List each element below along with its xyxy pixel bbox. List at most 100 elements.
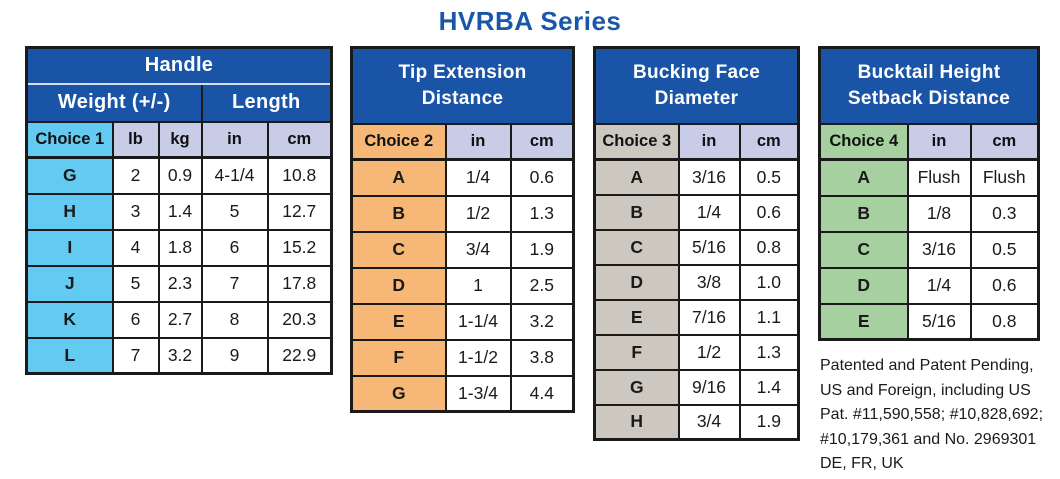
handle-table: Handle Weight (+/-) Length Choice 1 lb k… xyxy=(25,46,333,375)
table-row: D 1/4 0.6 xyxy=(818,266,1040,305)
choice-cell: B xyxy=(350,194,447,233)
choice-cell: I xyxy=(25,228,114,267)
choice4-header: Choice 4 xyxy=(818,122,909,161)
value-cell: 7 xyxy=(200,264,269,303)
choice-cell: E xyxy=(818,302,909,341)
value-cell: 5 xyxy=(200,192,269,231)
unit-header-lb: lb xyxy=(111,120,160,159)
value-cell: 1.4 xyxy=(157,192,203,231)
handle-table-title: Handle xyxy=(25,46,333,85)
value-cell: 8 xyxy=(200,300,269,339)
value-cell: 0.8 xyxy=(738,228,800,266)
value-cell: 15.2 xyxy=(266,228,333,267)
patent-note-line: US and Foreign, including US xyxy=(820,381,1031,399)
patent-note-line: #10,179,361 and No. 2969301 xyxy=(820,430,1037,448)
choice-cell: F xyxy=(350,338,447,377)
value-cell: 3/8 xyxy=(677,263,741,301)
table-row: F 1/2 1.3 xyxy=(593,333,800,371)
value-cell: 4 xyxy=(111,228,160,267)
choice-cell: C xyxy=(818,230,909,269)
choice-cell: B xyxy=(818,194,909,233)
value-cell: 1-1/2 xyxy=(444,338,512,377)
unit-header-cm: cm xyxy=(509,122,575,161)
value-cell: 9 xyxy=(200,336,269,375)
choice-cell: G xyxy=(25,156,114,195)
value-cell: Flush xyxy=(969,158,1040,197)
patent-note-line: Patented and Patent Pending, xyxy=(820,357,1034,374)
choice-cell: H xyxy=(25,192,114,231)
choice-cell: F xyxy=(593,333,680,371)
value-cell: 3.2 xyxy=(509,302,575,341)
choice-cell: A xyxy=(818,158,909,197)
value-cell: 1/2 xyxy=(677,333,741,371)
value-cell: 20.3 xyxy=(266,300,333,339)
value-cell: 3 xyxy=(111,192,160,231)
table-row: G 9/16 1.4 xyxy=(593,368,800,406)
table-row: C 3/16 0.5 xyxy=(818,230,1040,269)
unit-header-cm: cm xyxy=(969,122,1040,161)
value-cell: 1/8 xyxy=(906,194,972,233)
value-cell: 1/4 xyxy=(677,193,741,231)
choice-cell: E xyxy=(350,302,447,341)
value-cell: 0.6 xyxy=(738,193,800,231)
tip-extension-table-title: Tip Extension Distance xyxy=(350,46,575,125)
unit-header-in: in xyxy=(444,122,512,161)
value-cell: 1.0 xyxy=(738,263,800,301)
choice3-header: Choice 3 xyxy=(593,122,680,161)
value-cell: 4.4 xyxy=(509,374,575,413)
choice2-header: Choice 2 xyxy=(350,122,447,161)
value-cell: 0.5 xyxy=(969,230,1040,269)
value-cell: 1.8 xyxy=(157,228,203,267)
value-cell: 0.6 xyxy=(969,266,1040,305)
value-cell: 4-1/4 xyxy=(200,156,269,195)
value-cell: 1.9 xyxy=(738,403,800,441)
value-cell: 3/16 xyxy=(906,230,972,269)
value-cell: 10.8 xyxy=(266,156,333,195)
choice-cell: D xyxy=(593,263,680,301)
table-row: J 5 2.3 7 17.8 xyxy=(25,264,333,303)
value-cell: 0.6 xyxy=(509,158,575,197)
choice-cell: C xyxy=(593,228,680,266)
value-cell: 9/16 xyxy=(677,368,741,406)
value-cell: Flush xyxy=(906,158,972,197)
value-cell: 3/4 xyxy=(677,403,741,441)
table-row: A Flush Flush xyxy=(818,158,1040,197)
table-row: H 3/4 1.9 xyxy=(593,403,800,441)
table-row: I 4 1.8 6 15.2 xyxy=(25,228,333,267)
value-cell: 5 xyxy=(111,264,160,303)
value-cell: 6 xyxy=(111,300,160,339)
table-row: C 3/4 1.9 xyxy=(350,230,575,269)
value-cell: 1.4 xyxy=(738,368,800,406)
group-header-length: Length xyxy=(200,82,333,123)
value-cell: 17.8 xyxy=(266,264,333,303)
table-row: B 1/8 0.3 xyxy=(818,194,1040,233)
unit-header-cm: cm xyxy=(738,122,800,161)
value-cell: 2 xyxy=(111,156,160,195)
value-cell: 5/16 xyxy=(677,228,741,266)
value-cell: 6 xyxy=(200,228,269,267)
table-row: G 2 0.9 4-1/4 10.8 xyxy=(25,156,333,195)
value-cell: 2.7 xyxy=(157,300,203,339)
unit-header-in: in xyxy=(906,122,972,161)
patent-note-line: Pat. #11,590,558; #10,828,692; xyxy=(820,406,1044,423)
value-cell: 7/16 xyxy=(677,298,741,336)
choice-cell: A xyxy=(350,158,447,197)
value-cell: 3/4 xyxy=(444,230,512,269)
table-row: A 1/4 0.6 xyxy=(350,158,575,197)
table-row: B 1/2 1.3 xyxy=(350,194,575,233)
patent-note-line: DE, FR, UK xyxy=(820,455,904,472)
value-cell: 2.5 xyxy=(509,266,575,305)
choice-cell: C xyxy=(350,230,447,269)
value-cell: 1/4 xyxy=(906,266,972,305)
value-cell: 12.7 xyxy=(266,192,333,231)
unit-header-kg: kg xyxy=(157,120,203,159)
value-cell: 7 xyxy=(111,336,160,375)
value-cell: 0.5 xyxy=(738,158,800,196)
value-cell: 5/16 xyxy=(906,302,972,341)
table-row: G 1-3/4 4.4 xyxy=(350,374,575,413)
table-row: C 5/16 0.8 xyxy=(593,228,800,266)
choice-cell: G xyxy=(593,368,680,406)
value-cell: 1 xyxy=(444,266,512,305)
page-title: HVRBA Series xyxy=(438,6,622,36)
